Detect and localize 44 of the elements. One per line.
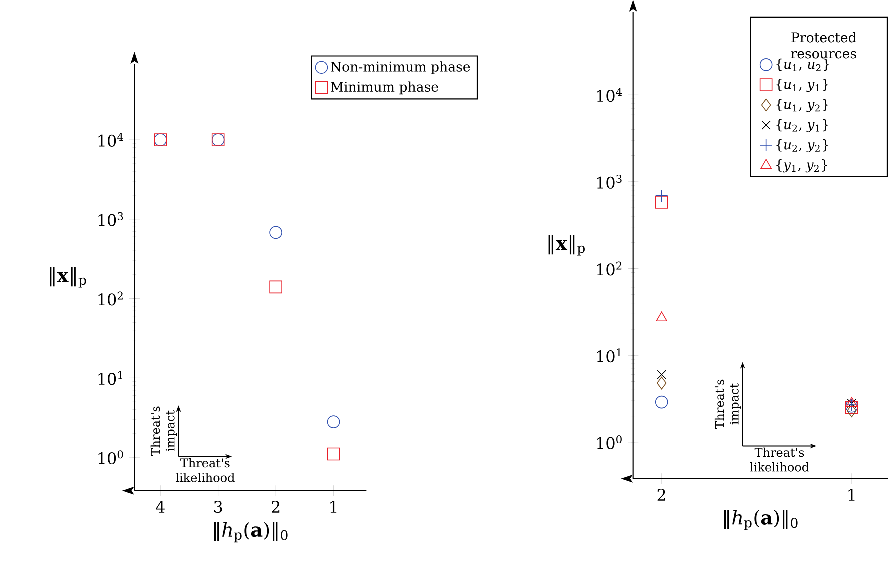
y-tick-label: 10$^{0}$ <box>98 450 124 464</box>
y-tick-label: 10$^{2}$ <box>98 292 123 306</box>
point <box>656 376 667 390</box>
x-tick-label: 3 <box>214 500 222 513</box>
y-tick-label: 10$^{0}$ <box>597 435 622 450</box>
y-tick-label: 10$^{2}$ <box>597 262 622 276</box>
x-tick-label: 1 <box>330 500 337 513</box>
point <box>327 448 340 461</box>
legend-label: {u$_{2}$, y$_{1}$} <box>776 119 828 132</box>
legend-label: Minimum phase <box>331 82 438 95</box>
annotation: Threat's impact <box>150 406 178 456</box>
y-tick-label: 10$^{3}$ <box>98 212 124 226</box>
point <box>656 312 668 322</box>
legend-label: {u$_{1}$, y$_{2}$} <box>776 99 828 112</box>
point <box>846 404 857 418</box>
x-tick-label: 2 <box>272 500 280 513</box>
x-tick-label: 1 <box>848 488 855 501</box>
y-tick-label: 10$^{1}$ <box>597 348 622 362</box>
x-tick-label: 2 <box>658 488 666 501</box>
x-tick-label: 4 <box>156 500 165 513</box>
y-tick-label: 10$^{1}$ <box>98 371 122 386</box>
legend-label: Non-minimum phase <box>331 61 470 74</box>
legend-title: Protected resources <box>791 32 856 59</box>
y-axis-title: ‖x‖$_{p}$ <box>548 235 585 256</box>
x-axis-title: ‖h$_{p}$(a)‖$_{0}$ <box>214 522 288 542</box>
legend-label: {u$_{2}$, y$_{2}$} <box>776 139 828 152</box>
point <box>657 370 666 380</box>
legend-label: {u$_{1}$, y$_{1}$} <box>776 78 828 92</box>
x-axis-title: ‖h$_{p}$(a)‖$_{0}$ <box>724 510 798 530</box>
point <box>270 226 282 239</box>
point <box>327 416 340 428</box>
annotation: Threat's likelihood <box>176 458 235 482</box>
y-tick-label: 10$^{4}$ <box>98 132 124 147</box>
y-axis-title: ‖x‖$_{p}$ <box>50 267 86 288</box>
point <box>655 196 668 209</box>
y-tick-label: 10$^{4}$ <box>597 88 622 102</box>
legend-label: {u$_{1}$, u$_{2}$} <box>776 58 830 72</box>
point <box>655 189 668 202</box>
point <box>655 396 668 409</box>
annotation: Threat's impact <box>714 380 742 430</box>
legend-label: {y$_{1}$, y$_{2}$} <box>776 159 828 173</box>
annotation: Threat's likelihood <box>750 448 810 472</box>
point <box>270 280 282 294</box>
y-tick-label: 10$^{3}$ <box>597 174 622 189</box>
